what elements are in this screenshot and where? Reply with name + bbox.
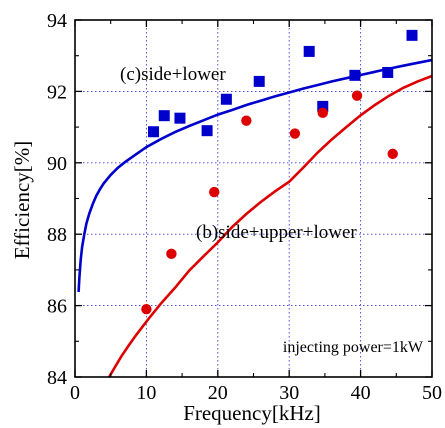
marker-series-1-2 <box>209 186 220 198</box>
y-tick-label-84: 84 <box>47 367 67 389</box>
marker-series-0-10 <box>406 29 418 41</box>
marker-series-0-2 <box>174 112 186 124</box>
tick-labels: 0 10 20 30 40 50 84 86 88 90 92 94 <box>47 10 442 404</box>
y-axis-label: Efficiency[%] <box>10 141 34 260</box>
plot-frame <box>74 19 433 378</box>
fit-curves <box>77 58 432 377</box>
annotation-text: injecting power=1kW <box>283 339 424 356</box>
marker-series-0-9 <box>382 66 394 78</box>
y-tick-label-86: 86 <box>47 296 67 318</box>
series-label-side-upper-lower: (b)side+upper+lower <box>196 222 357 243</box>
x-tick-label-0: 0 <box>70 382 80 404</box>
marker-series-0-1 <box>158 110 170 122</box>
x-tick-label-40: 40 <box>351 382 371 404</box>
marker-series-0-6 <box>303 45 315 57</box>
y-tick-label-94: 94 <box>47 10 67 32</box>
data-markers <box>141 29 418 315</box>
marker-series-0-3 <box>201 125 213 137</box>
y-tick-label-92: 92 <box>47 81 67 103</box>
fit-curve-series-1 <box>107 74 432 377</box>
grid-lines <box>75 20 432 377</box>
x-tick-label-30: 30 <box>279 382 299 404</box>
marker-series-0-7 <box>317 100 329 112</box>
x-tick-label-10: 10 <box>136 382 156 404</box>
fit-curve-series-0 <box>77 58 432 293</box>
marker-series-0-0 <box>148 126 160 138</box>
y-tick-label-90: 90 <box>47 153 67 175</box>
marker-series-1-6 <box>351 90 363 101</box>
series-label-side-lower: (c)side+lower <box>120 64 226 85</box>
y-tick-label-88: 88 <box>47 224 67 246</box>
marker-series-1-5 <box>317 107 328 119</box>
x-tick-label-50: 50 <box>422 382 442 404</box>
marker-series-1-7 <box>387 148 398 160</box>
marker-series-0-8 <box>349 69 361 81</box>
marker-series-0-4 <box>220 93 232 105</box>
x-axis-label: Frequency[kHz] <box>183 401 321 425</box>
marker-series-1-0 <box>141 303 152 315</box>
marker-series-1-1 <box>166 248 177 260</box>
marker-series-0-5 <box>253 75 265 87</box>
marker-series-1-4 <box>289 128 301 139</box>
x-tick-label-20: 20 <box>208 382 228 404</box>
marker-series-1-3 <box>241 115 252 126</box>
